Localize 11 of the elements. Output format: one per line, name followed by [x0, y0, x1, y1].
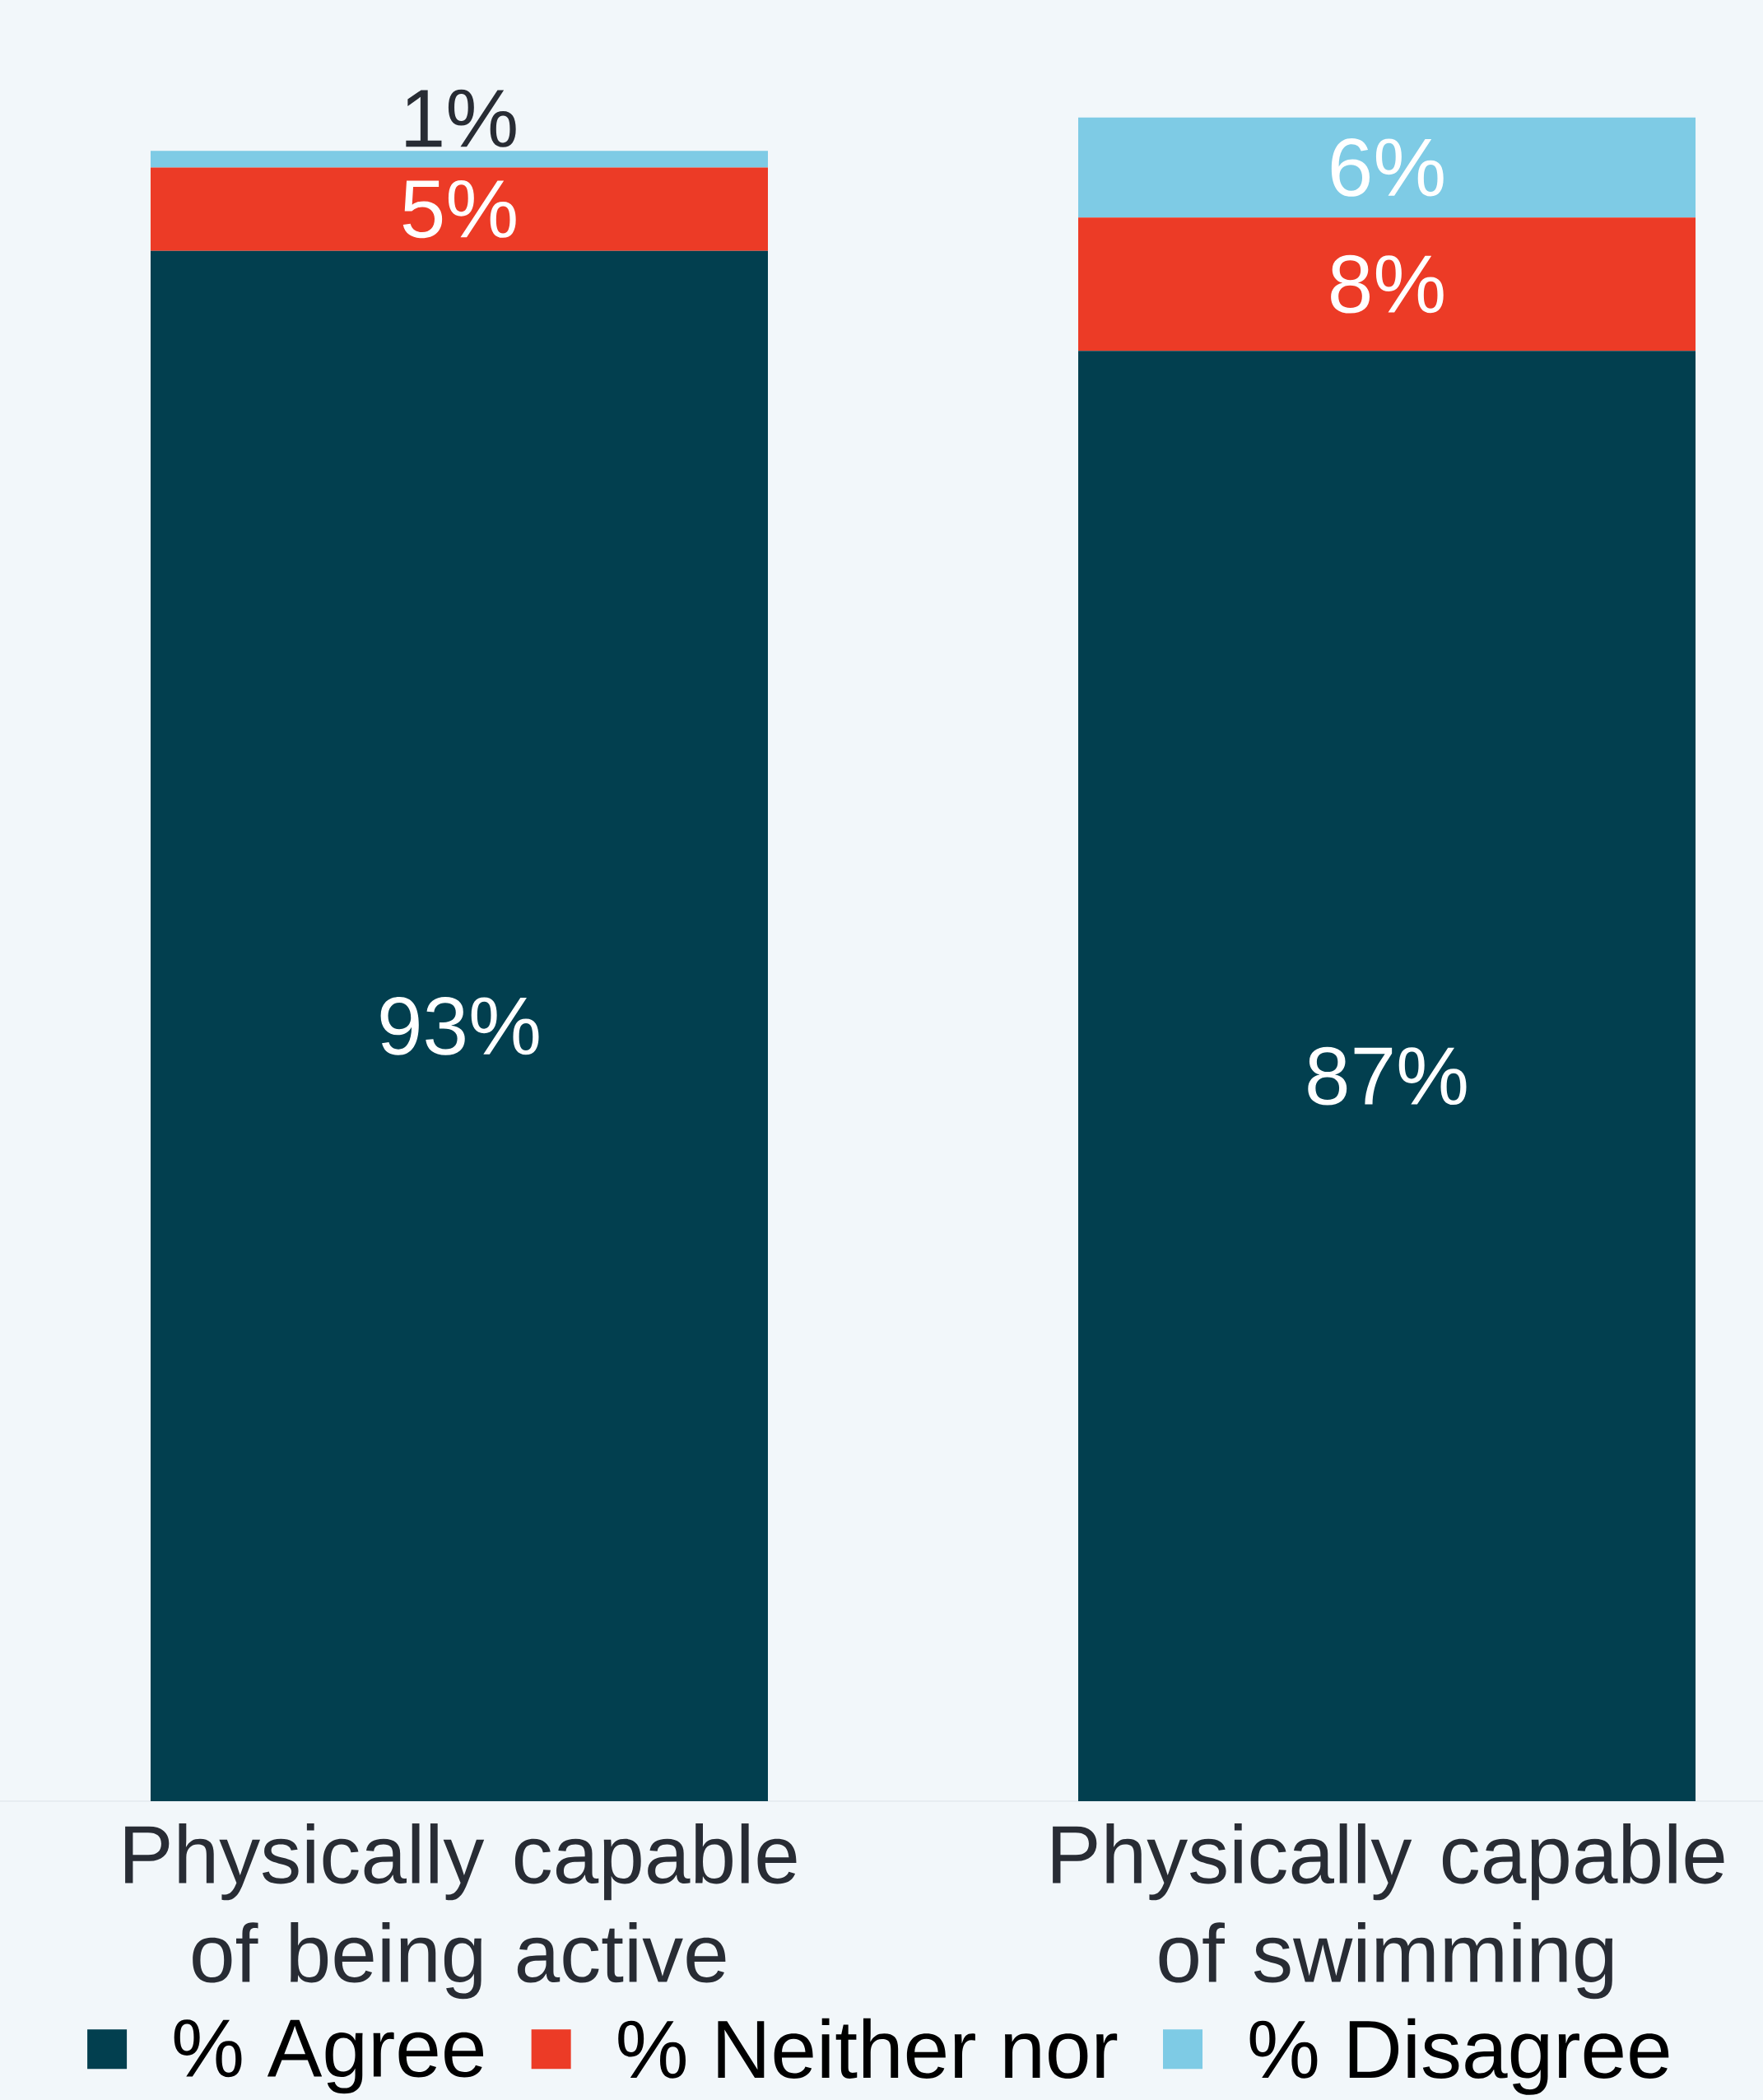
data-label: 8% [1331, 254, 1444, 314]
data-label: 5% [402, 179, 516, 239]
data-label: 93% [380, 996, 539, 1055]
legend-label: % Neither nor [618, 2018, 1118, 2079]
x-tick-label: Physically capable of being active [125, 1823, 797, 2000]
data-label: 1% [406, 89, 516, 147]
data-label: 6% [1331, 138, 1444, 197]
x-tick-label: Physically capable of swimming [1053, 1823, 1724, 2000]
legend-label: % Agree [174, 2019, 484, 2094]
data-label: 87% [1308, 1046, 1467, 1106]
legend-label: % Disagree [1249, 2018, 1669, 2095]
